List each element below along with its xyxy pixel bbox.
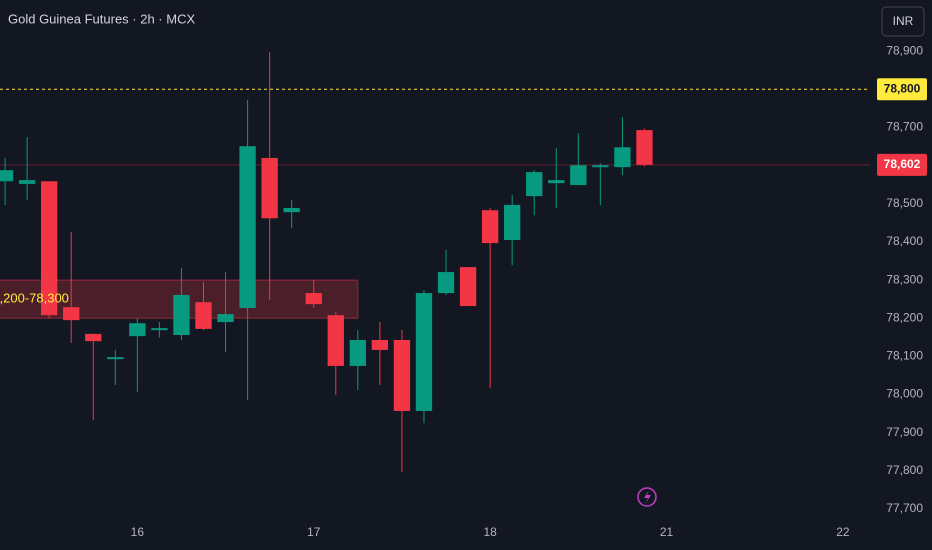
candle-body [195,302,212,329]
candle-body [481,210,499,244]
candle-body [18,180,36,184]
candle-body [0,170,14,182]
x-tick-label: 22 [836,525,850,539]
y-tick-label: 77,700 [886,501,923,515]
y-tick-label: 78,100 [886,349,923,363]
candle-body [636,130,653,165]
candle-body [217,314,234,323]
candle-body [327,315,344,366]
candle-body [41,181,58,316]
chart-title: Gold Guinea Futures · 2h · MCX [8,11,195,26]
candle-body [63,307,80,321]
price-tag-label: 78,800 [884,81,921,95]
candle-body [526,172,543,197]
y-tick-label: 78,300 [886,272,923,286]
candle-body [283,207,300,213]
y-tick-label: 78,900 [886,43,923,57]
y-tick-label: 78,200 [886,310,923,324]
candle-body [415,293,433,411]
candle-body [504,204,521,241]
candle-body [349,339,366,366]
candle-body [173,294,190,336]
candle-body [570,165,587,186]
currency-label[interactable]: INR [893,14,914,28]
x-tick-label: 17 [307,525,321,539]
y-tick-label: 77,800 [886,463,923,477]
candle-body [151,328,168,331]
y-tick-label: 77,900 [886,425,923,439]
plot-area: 78,200-78,300 [0,52,870,473]
candle-body [129,323,146,337]
x-tick-label: 21 [660,525,674,539]
candle-body [614,147,631,168]
candle-body [459,267,477,307]
y-tick-label: 78,400 [886,234,923,248]
zone-label: 78,200-78,300 [0,291,69,306]
candle-body [548,180,565,184]
candle-body [239,146,256,308]
candle-body [437,272,455,294]
x-tick-label: 18 [483,525,497,539]
candle-body [107,357,124,360]
candle-body [393,339,411,411]
candle-body [305,293,322,305]
y-tick-label: 78,700 [886,120,923,134]
y-tick-label: 78,500 [886,196,923,210]
candle-body [261,157,278,219]
price-tag-label: 78,602 [884,157,921,171]
x-tick-label: 16 [131,525,145,539]
y-tick-label: 78,000 [886,387,923,401]
price-tag [877,78,927,101]
candle-body [592,165,609,168]
alert-icon[interactable] [637,487,657,507]
candle-body [371,339,389,350]
currency-button[interactable] [881,6,925,37]
price-tag [877,153,927,176]
candle-body [85,333,102,342]
